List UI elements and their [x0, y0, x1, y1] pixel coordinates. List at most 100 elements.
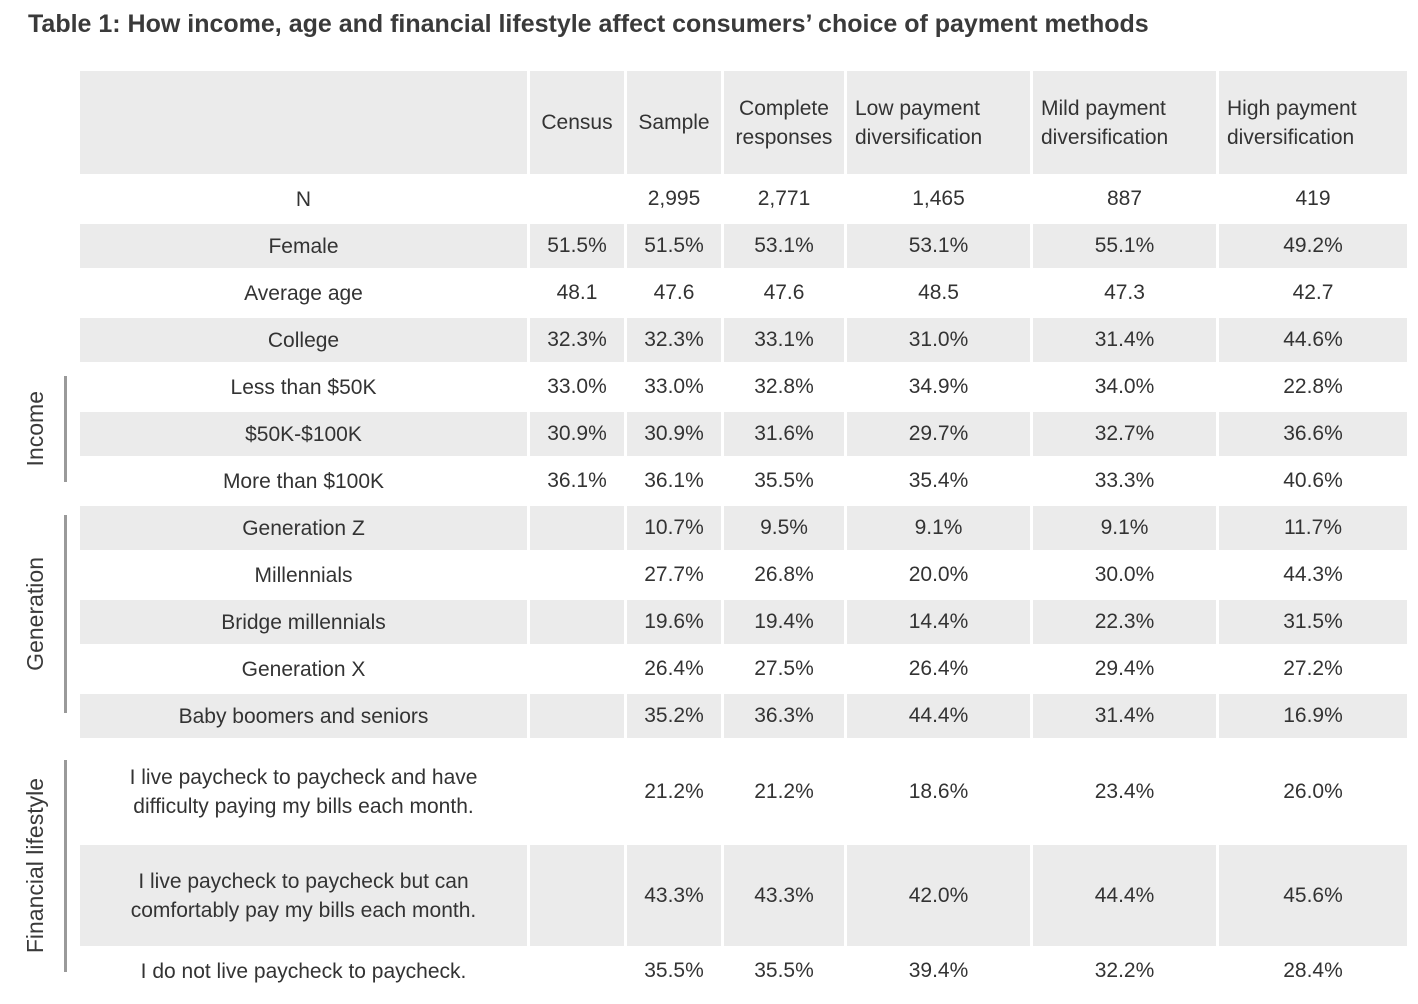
value-cell: 36.6% [1219, 412, 1407, 456]
row-label-text: More than $100K [222, 469, 385, 493]
row-label-text: Generation Z [242, 516, 365, 540]
table-row: I do not live paycheck to paycheck. 35.5%… [80, 949, 1407, 996]
row-label: College [80, 318, 530, 362]
row-label-text: College [267, 328, 340, 352]
table-row: College 32.3% 32.3% 33.1% 31.0% 31.4% 44.6% [80, 318, 1407, 365]
value-cell: 31.6% [724, 412, 847, 456]
value-cell: 43.3% [627, 845, 724, 946]
header-cell-mild: Mild payment diversification [1033, 71, 1219, 174]
header-cell-census: Census [530, 71, 627, 174]
value-cell [530, 845, 627, 946]
value-cell: 32.2% [1033, 949, 1219, 993]
value-cell: 27.7% [627, 553, 724, 597]
value-cell: 30.9% [530, 412, 627, 456]
value-cell: 419 [1295, 187, 1331, 210]
table-row: Less than $50K 33.0% 33.0% 32.8% 34.9% 34.0% 2… [80, 365, 1407, 412]
row-label: Female [80, 224, 530, 268]
value-cell: 10.7% [627, 506, 724, 550]
row-label: Millennials [80, 553, 530, 597]
value-cell: 2,771 [724, 177, 847, 221]
value-cell: 44.3% [1283, 563, 1343, 586]
table-row: N 2,995 2,771 1,465 887 419 [80, 177, 1407, 224]
value-cell [530, 506, 627, 550]
value-cell: 32.3% [530, 318, 627, 362]
data-table: Census Sample Complete responses Low pay… [80, 71, 1407, 996]
value-cell: 16.9% [1219, 694, 1407, 738]
value-cell: 29.4% [1033, 647, 1219, 691]
value-cell: 51.5% [530, 224, 627, 268]
value-cell: 33.3% [1033, 459, 1219, 503]
value-cell: 44.6% [1219, 318, 1407, 362]
value-cell: 44.4% [847, 694, 1033, 738]
table-row: Generation X 26.4% 27.5% 26.4% 29.4% 27.2% [80, 647, 1407, 694]
value-cell: 43.3% [724, 845, 847, 946]
value-cell: 55.1% [1033, 224, 1219, 268]
value-cell: 53.1% [847, 224, 1033, 268]
value-cell: 20.0% [847, 553, 1033, 597]
value-cell: 11.7% [1219, 506, 1407, 550]
group-label: Generation [22, 557, 48, 671]
table-row: Average age 48.1 47.6 47.6 48.5 47.3 42.7 [80, 271, 1407, 318]
value-cell: 42.0% [847, 845, 1033, 946]
value-cell: 23.4% [1033, 741, 1219, 842]
value-cell: 9.1% [847, 506, 1033, 550]
value-cell: 22.3% [1033, 600, 1219, 644]
value-cell [530, 647, 627, 691]
value-cell: 48.1 [530, 271, 627, 315]
table-row: $50K-$100K 30.9% 30.9% 31.6% 29.7% 32.7% 36.6% [80, 412, 1407, 459]
value-cell: 31.4% [1033, 694, 1219, 738]
group-bracket [64, 760, 67, 972]
value-cell: 47.6 [724, 271, 847, 315]
row-label: Less than $50K [80, 365, 530, 409]
group-generation: Generation [22, 515, 67, 713]
value-cell: 42.7 [1292, 281, 1334, 304]
value-cell: 2,995 [627, 177, 724, 221]
row-label: I live paycheck to paycheck but can comf… [80, 845, 530, 946]
group-income: Income [22, 376, 67, 482]
value-cell: 33.1% [724, 318, 847, 362]
row-label: Generation Z [80, 506, 530, 550]
row-label-text: Average age [244, 281, 363, 305]
table-row: Millennials 27.7% 26.8% 20.0% 30.0% 44.3% [80, 553, 1407, 600]
value-cell: 47.3 [1033, 271, 1219, 315]
value-cell: 27.5% [724, 647, 847, 691]
value-cell: 33.0% [627, 365, 724, 409]
table-row: More than $100K 36.1% 36.1% 35.5% 35.4% 33.3%… [80, 459, 1407, 506]
value-cell: 36.3% [724, 694, 847, 738]
header-row: Census Sample Complete responses Low pay… [80, 71, 1407, 177]
value-cell: 1,465 [847, 177, 1033, 221]
row-label: N [80, 177, 530, 221]
value-cell: 32.7% [1033, 412, 1219, 456]
value-cell: 19.4% [724, 600, 847, 644]
value-cell: 35.2% [627, 694, 724, 738]
value-cell: 34.0% [1033, 365, 1219, 409]
value-cell: 47.6 [627, 271, 724, 315]
value-cell: 33.0% [530, 365, 627, 409]
header-cell-blank [80, 71, 530, 174]
row-label-text: $50K-$100K [245, 422, 362, 446]
value-cell: 26.0% [1283, 779, 1343, 803]
value-cell: 29.7% [847, 412, 1033, 456]
value-cell: 14.4% [847, 600, 1033, 644]
value-cell [530, 177, 627, 221]
row-label: I live paycheck to paycheck and have dif… [80, 741, 530, 842]
value-cell: 44.4% [1033, 845, 1219, 946]
value-cell: 21.2% [627, 741, 724, 842]
header-cell-low: Low payment diversification [847, 71, 1033, 174]
row-label-text: I live paycheck to paycheck but can comf… [130, 869, 477, 922]
group-bracket [64, 515, 67, 713]
value-cell: 30.9% [627, 412, 724, 456]
table-row: I live paycheck to paycheck but can comf… [80, 845, 1407, 949]
value-cell: 31.5% [1219, 600, 1407, 644]
value-cell [530, 741, 627, 842]
value-cell: 26.4% [847, 647, 1033, 691]
row-label: Generation X [80, 647, 530, 691]
group-financial-lifestyle: Financial lifestyle [22, 760, 67, 972]
table-title: Table 1: How income, age and financial l… [28, 10, 1149, 38]
table-row: I live paycheck to paycheck and have dif… [80, 741, 1407, 845]
row-label-text: Generation X [241, 657, 366, 681]
table-row: Generation Z 10.7% 9.5% 9.1% 9.1% 11.7% [80, 506, 1407, 553]
value-cell: 31.0% [847, 318, 1033, 362]
value-cell: 40.6% [1283, 469, 1343, 492]
value-cell: 51.5% [627, 224, 724, 268]
